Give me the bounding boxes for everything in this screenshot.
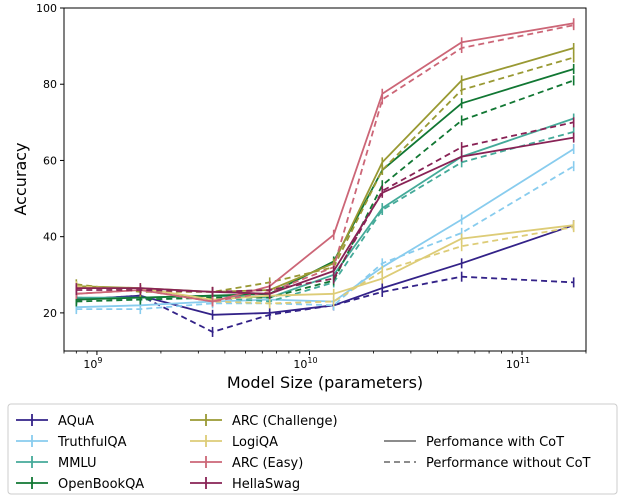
legend-hellaswag-label: HellaSwag (232, 477, 300, 492)
y-tick-label: 80 (43, 78, 57, 91)
hellaswag-dashed-line (76, 121, 574, 293)
y-tick-label: 20 (43, 307, 57, 320)
x-tick-label: 109 (83, 356, 102, 371)
y-axis-title: Accuracy (11, 142, 30, 215)
arc-easy-dashed-line (76, 24, 574, 303)
openbookqa-solid-line (76, 68, 574, 301)
arc-easy-solid-line (76, 22, 574, 303)
plot-marks (75, 18, 575, 337)
mmlu-dashed-line (76, 131, 574, 303)
y-tick-label: 60 (43, 154, 57, 167)
legend-arc-challenge-label: ARC (Challenge) (232, 414, 338, 429)
legend: AQuA TruthfulQA MMLU OpenBookQA ARC (Challen… (16, 414, 591, 492)
y-axis: 20 40 60 80 100 (36, 2, 64, 320)
legend-style-dashed-label: Performance without CoT (426, 456, 591, 471)
aqua-solid-line (76, 224, 574, 316)
legend-mmlu-label: MMLU (58, 456, 97, 471)
y-tick-label: 100 (36, 2, 57, 15)
truthfulqa-dashed-line (76, 165, 575, 311)
plot-frame (63, 7, 587, 352)
legend-arc-easy-label: ARC (Easy) (232, 456, 303, 471)
x-axis-title: Model Size (parameters) (227, 373, 423, 392)
openbookqa-dashed-line (76, 79, 575, 303)
x-tick-label: 1010 (293, 356, 317, 371)
legend-logiqa-label: LogiQA (232, 435, 278, 450)
legend-box (7, 403, 618, 495)
logiqa-dashed-line (76, 226, 574, 305)
legend-truthfulqa-label: TruthfulQA (57, 435, 127, 450)
y-tick-label: 40 (43, 231, 57, 244)
legend-style-solid-label: Perfomance with CoT (426, 435, 564, 450)
x-axis: 109 1010 1011 (63, 351, 587, 371)
arc-challenge-solid-line (76, 47, 574, 293)
logiqa-solid-line (76, 224, 574, 301)
legend-aqua-label: AQuA (58, 414, 94, 429)
hellaswag-solid-line (76, 136, 574, 295)
truthfulqa-solid-line (76, 148, 575, 309)
legend-openbookqa-label: OpenBookQA (58, 477, 144, 492)
arc-challenge-dashed-line (76, 56, 574, 293)
x-tick-label: 1011 (506, 356, 530, 371)
